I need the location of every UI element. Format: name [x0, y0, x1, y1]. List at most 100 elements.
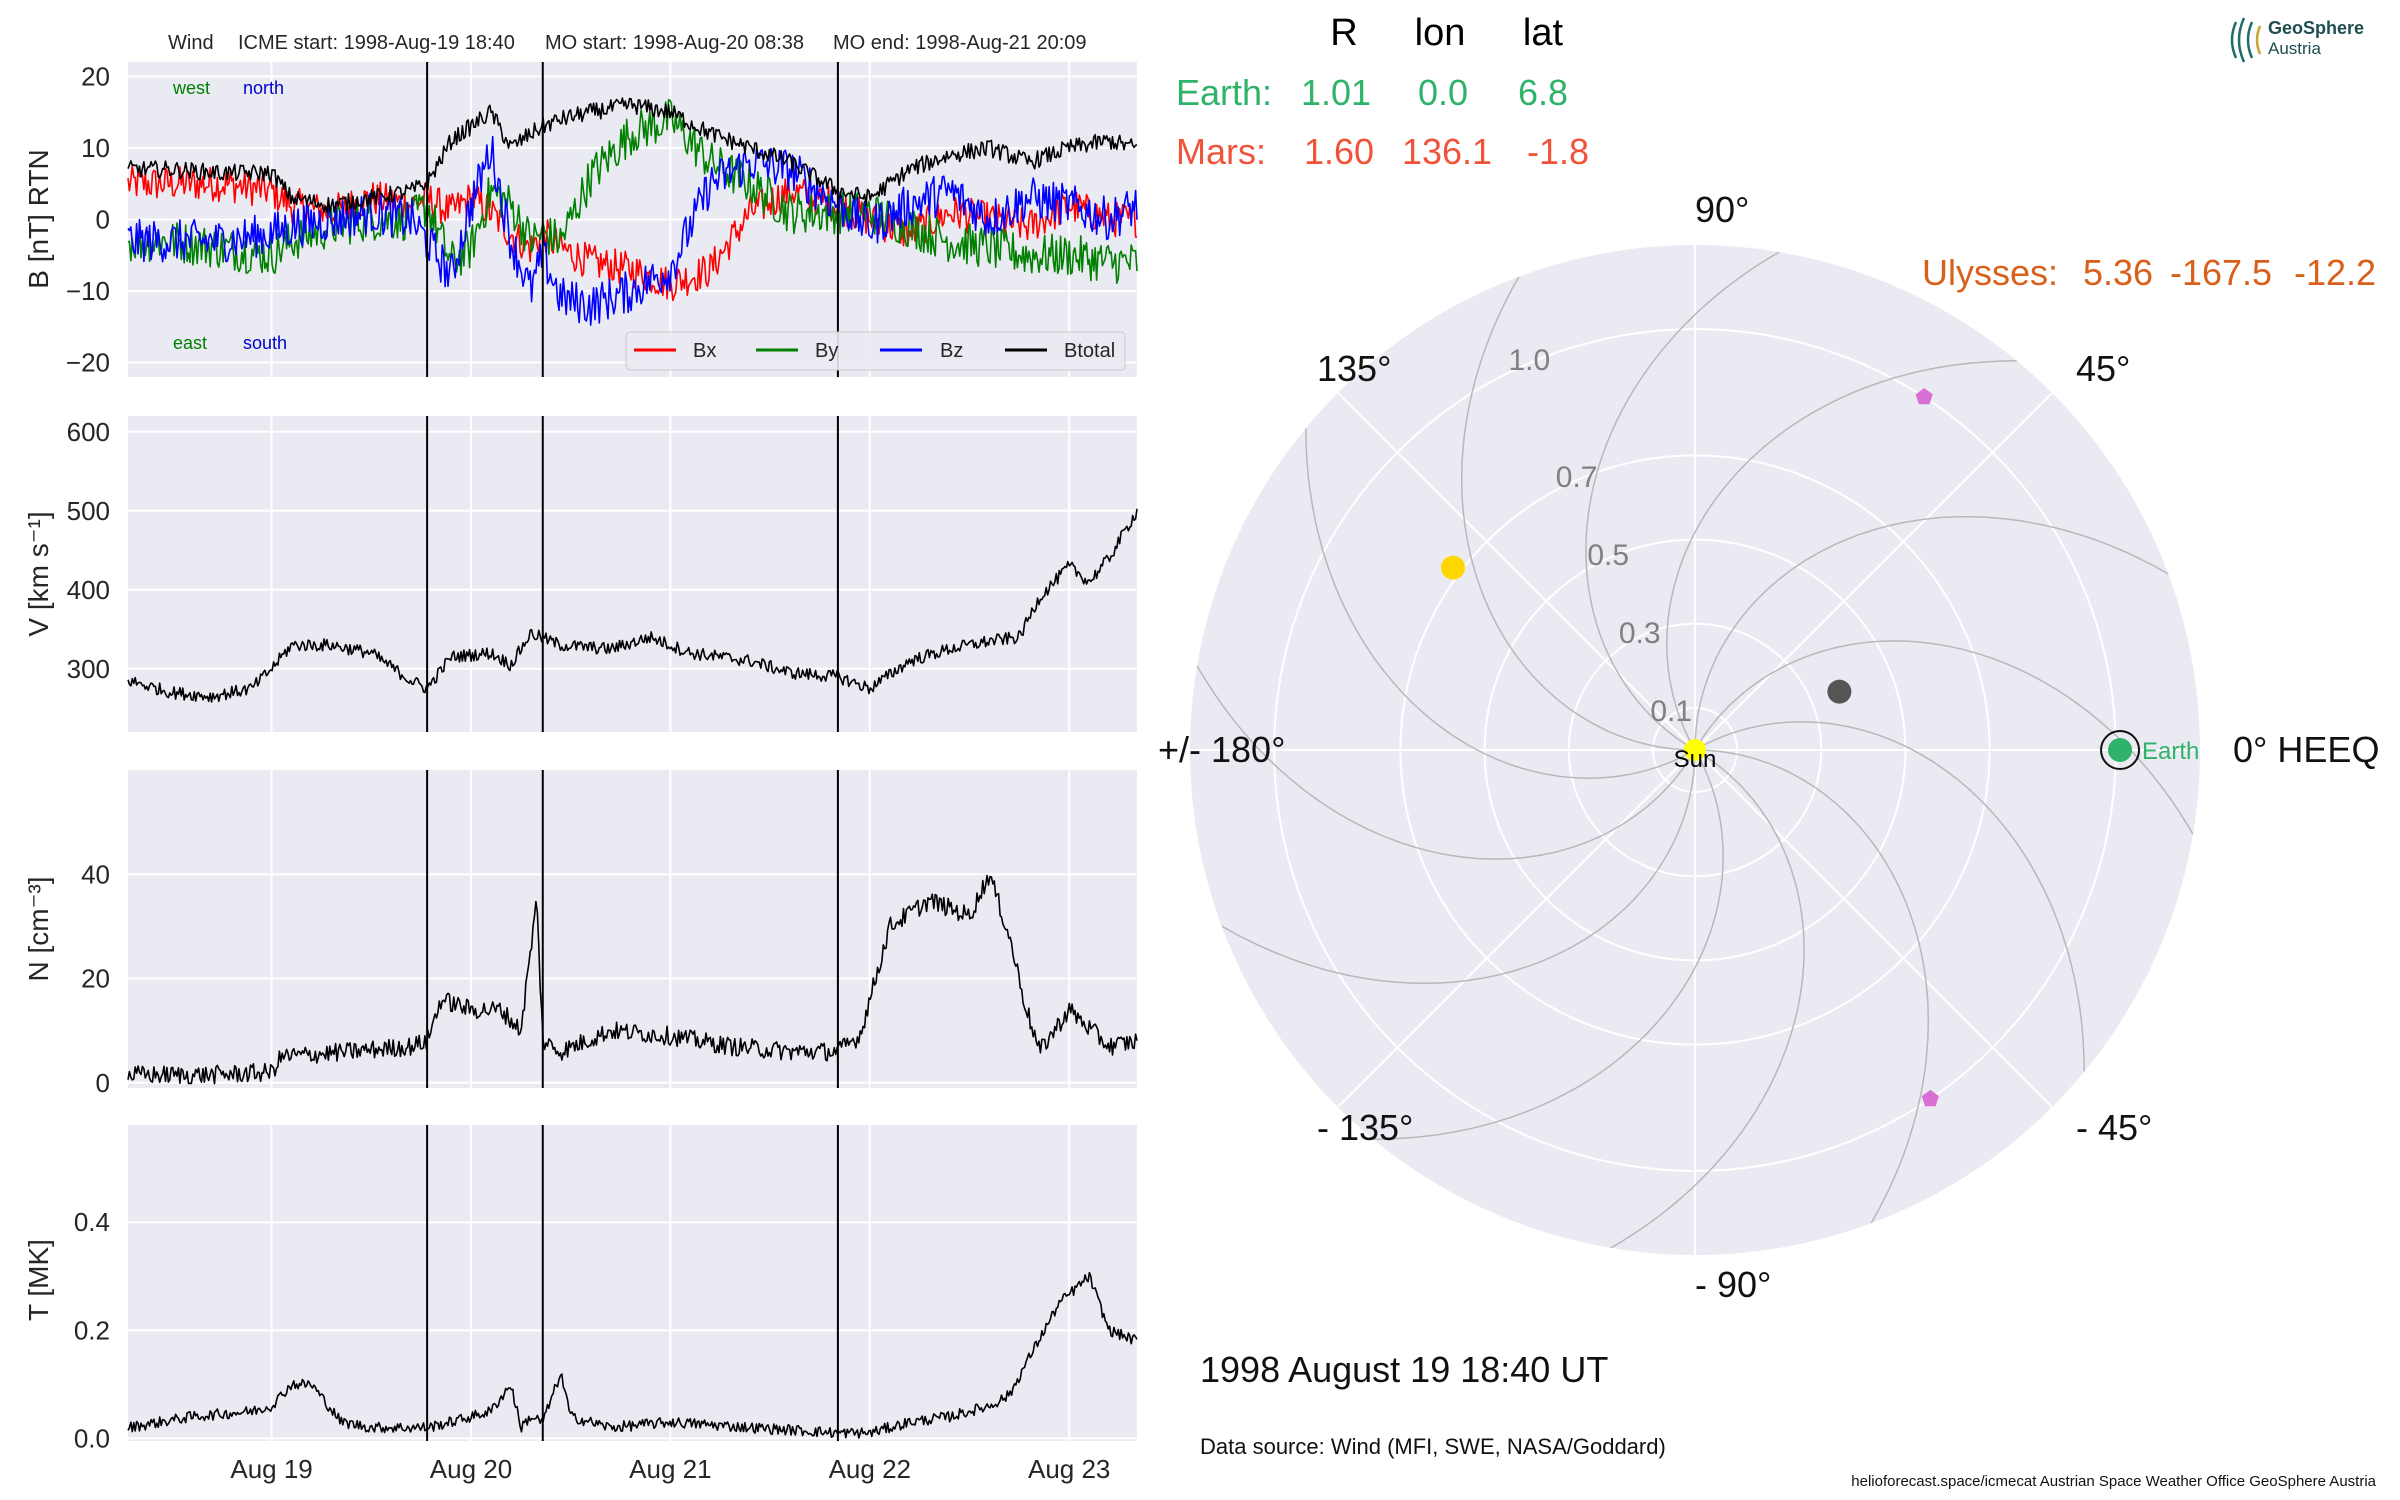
annotation-east: east: [173, 333, 207, 353]
legend-label-btotal: Btotal: [1064, 340, 1115, 362]
body-marker-spacecraft-b: [1921, 1089, 1939, 1107]
parker-spirals: [1196, 251, 2194, 1249]
angle-label-m45: - 45°: [2076, 1107, 2152, 1148]
x-tick-label: Aug 21: [629, 1454, 711, 1484]
parker-spiral: [1610, 749, 1805, 1249]
legend-label-by: By: [815, 340, 838, 362]
data-source-note: Data source: Wind (MFI, SWE, NASA/Goddar…: [1200, 1434, 1666, 1459]
parker-spiral: [1305, 428, 1696, 779]
parker-spiral: [1221, 750, 1696, 985]
event-datetime: 1998 August 19 18:40 UT: [1200, 1349, 1608, 1390]
series-line-v: [127, 508, 1138, 703]
polar-angle-labels: 0° HEEQ 45° 90° 135° +/- 180° - 135° - 9…: [1158, 189, 2379, 1305]
sun-label: Sun: [1674, 746, 1717, 773]
y-axis-label-n: N [cm⁻³]: [23, 877, 54, 982]
plot-area: [128, 1125, 1137, 1441]
radial-tick-label: 0.1: [1650, 695, 1692, 728]
title-spacecraft: Wind: [168, 32, 214, 54]
annotation-south: south: [243, 333, 287, 353]
column-header-r: R: [1330, 12, 1357, 54]
legend-label-bz: Bz: [940, 340, 963, 362]
credits-line: helioforecast.space/icmecat Austrian Spa…: [1851, 1473, 2376, 1490]
title-icme-start: ICME start: 1998-Aug-19 18:40: [238, 32, 515, 54]
column-header-lon: lon: [1415, 12, 1466, 54]
y-axis-label-v: V [km s⁻¹]: [23, 511, 54, 636]
annotation-west: west: [172, 78, 210, 98]
angle-label-180: +/- 180°: [1158, 729, 1285, 770]
y-tick-label: 600: [67, 417, 110, 447]
y-tick-label: 500: [67, 496, 110, 526]
parker-spiral: [1373, 749, 1724, 1140]
earth-label: Earth: [2142, 738, 2199, 765]
row-ulysses-lon: -167.5: [2170, 252, 2272, 293]
row-mars-lon: 136.1: [1402, 131, 1492, 172]
row-earth-r: 1.01: [1301, 72, 1371, 113]
angular-gridline: [1337, 392, 1696, 751]
position-table: R lon lat Earth: 1.01 0.0 6.8 Mars: 1.60…: [1176, 12, 2376, 293]
radial-tick-label: 0.7: [1556, 461, 1598, 494]
body-marker-earth: [2108, 738, 2133, 762]
series-line-bx: [127, 165, 1138, 302]
title-mo-end: MO end: 1998-Aug-21 20:09: [833, 32, 1087, 54]
legend-label-bx: Bx: [693, 340, 716, 362]
logo-line-1: GeoSphere: [2268, 18, 2364, 38]
position-row-mars: Mars: 1.60 136.1 -1.8: [1176, 131, 1589, 172]
angle-label-135: 135°: [1317, 348, 1391, 389]
geosphere-logo: GeoSphere Austria: [2230, 17, 2364, 63]
series-line-n: [127, 874, 1138, 1085]
row-mars-r: 1.60: [1304, 131, 1374, 172]
angle-label-m90: - 90°: [1695, 1264, 1771, 1305]
y-tick-label: −10: [66, 276, 110, 306]
y-tick-label: 20: [81, 964, 110, 994]
polar-position-plot: 0.1 0.3 0.5 0.7 1.0 Sun Earth: [1190, 245, 2200, 1255]
plot-area: [128, 770, 1137, 1088]
body-marker-venus: [1441, 555, 1466, 580]
magnetic-field-panel: 20 10 0 −10 −20: [66, 61, 1138, 378]
x-tick-label: Aug 20: [430, 1454, 512, 1484]
angle-label-90: 90°: [1695, 189, 1749, 230]
angle-label-m135: - 135°: [1317, 1107, 1413, 1148]
row-ulysses-r: 5.36: [2083, 252, 2153, 293]
parker-spiral: [1694, 640, 2194, 835]
row-earth-lat: 6.8: [1518, 72, 1568, 113]
parker-spiral: [1694, 515, 2169, 750]
parker-spiral: [1666, 360, 2017, 751]
y-tick-label: 0.2: [74, 1315, 110, 1345]
velocity-panel: 600 500 400 300: [67, 416, 1138, 732]
angle-label-45: 45°: [2076, 348, 2130, 389]
y-tick-label: 0.4: [74, 1207, 110, 1237]
x-tick-label: Aug 19: [230, 1454, 312, 1484]
position-row-ulysses: Ulysses: 5.36 -167.5 -12.2: [1922, 252, 2376, 293]
y-tick-label: 0.0: [74, 1423, 110, 1453]
body-marker-sun: [1684, 739, 1706, 761]
parker-spiral: [1585, 251, 1780, 751]
y-tick-label: 0: [96, 205, 110, 235]
annotation-north: north: [243, 78, 284, 98]
x-tick-label: Aug 22: [829, 1454, 911, 1484]
radial-tick-label: 0.3: [1619, 617, 1661, 650]
y-tick-label: 40: [81, 859, 110, 889]
legend-frame: [625, 331, 1126, 371]
series-line-bz: [127, 135, 1138, 326]
y-tick-label: 300: [67, 654, 110, 684]
parker-spiral: [1694, 721, 2085, 1072]
logo-mark-icon: [2230, 17, 2262, 63]
series-line-btotal: [127, 97, 1138, 213]
row-ulysses-name: Ulysses:: [1922, 252, 2058, 293]
angular-gridline: [1337, 749, 1696, 1108]
radial-tick-label: 1.0: [1508, 344, 1550, 377]
parker-spiral: [1695, 749, 1930, 1224]
row-ulysses-lat: -12.2: [2294, 252, 2376, 293]
series-line-t: [127, 1271, 1138, 1439]
position-row-earth: Earth: 1.01 0.0 6.8: [1176, 72, 1568, 113]
plot-area: [128, 416, 1137, 732]
body-marker-spacecraft-a: [1915, 388, 1933, 405]
row-earth-lon: 0.0: [1418, 72, 1468, 113]
angle-label-0: 0° HEEQ: [2233, 729, 2379, 770]
b-legend: Bx By Bz Btotal: [625, 331, 1126, 371]
y-tick-label: −20: [66, 348, 110, 378]
y-tick-label: 20: [81, 61, 110, 91]
event-lines: [426, 62, 839, 1441]
y-axis-label-t: T [MK]: [23, 1239, 54, 1321]
